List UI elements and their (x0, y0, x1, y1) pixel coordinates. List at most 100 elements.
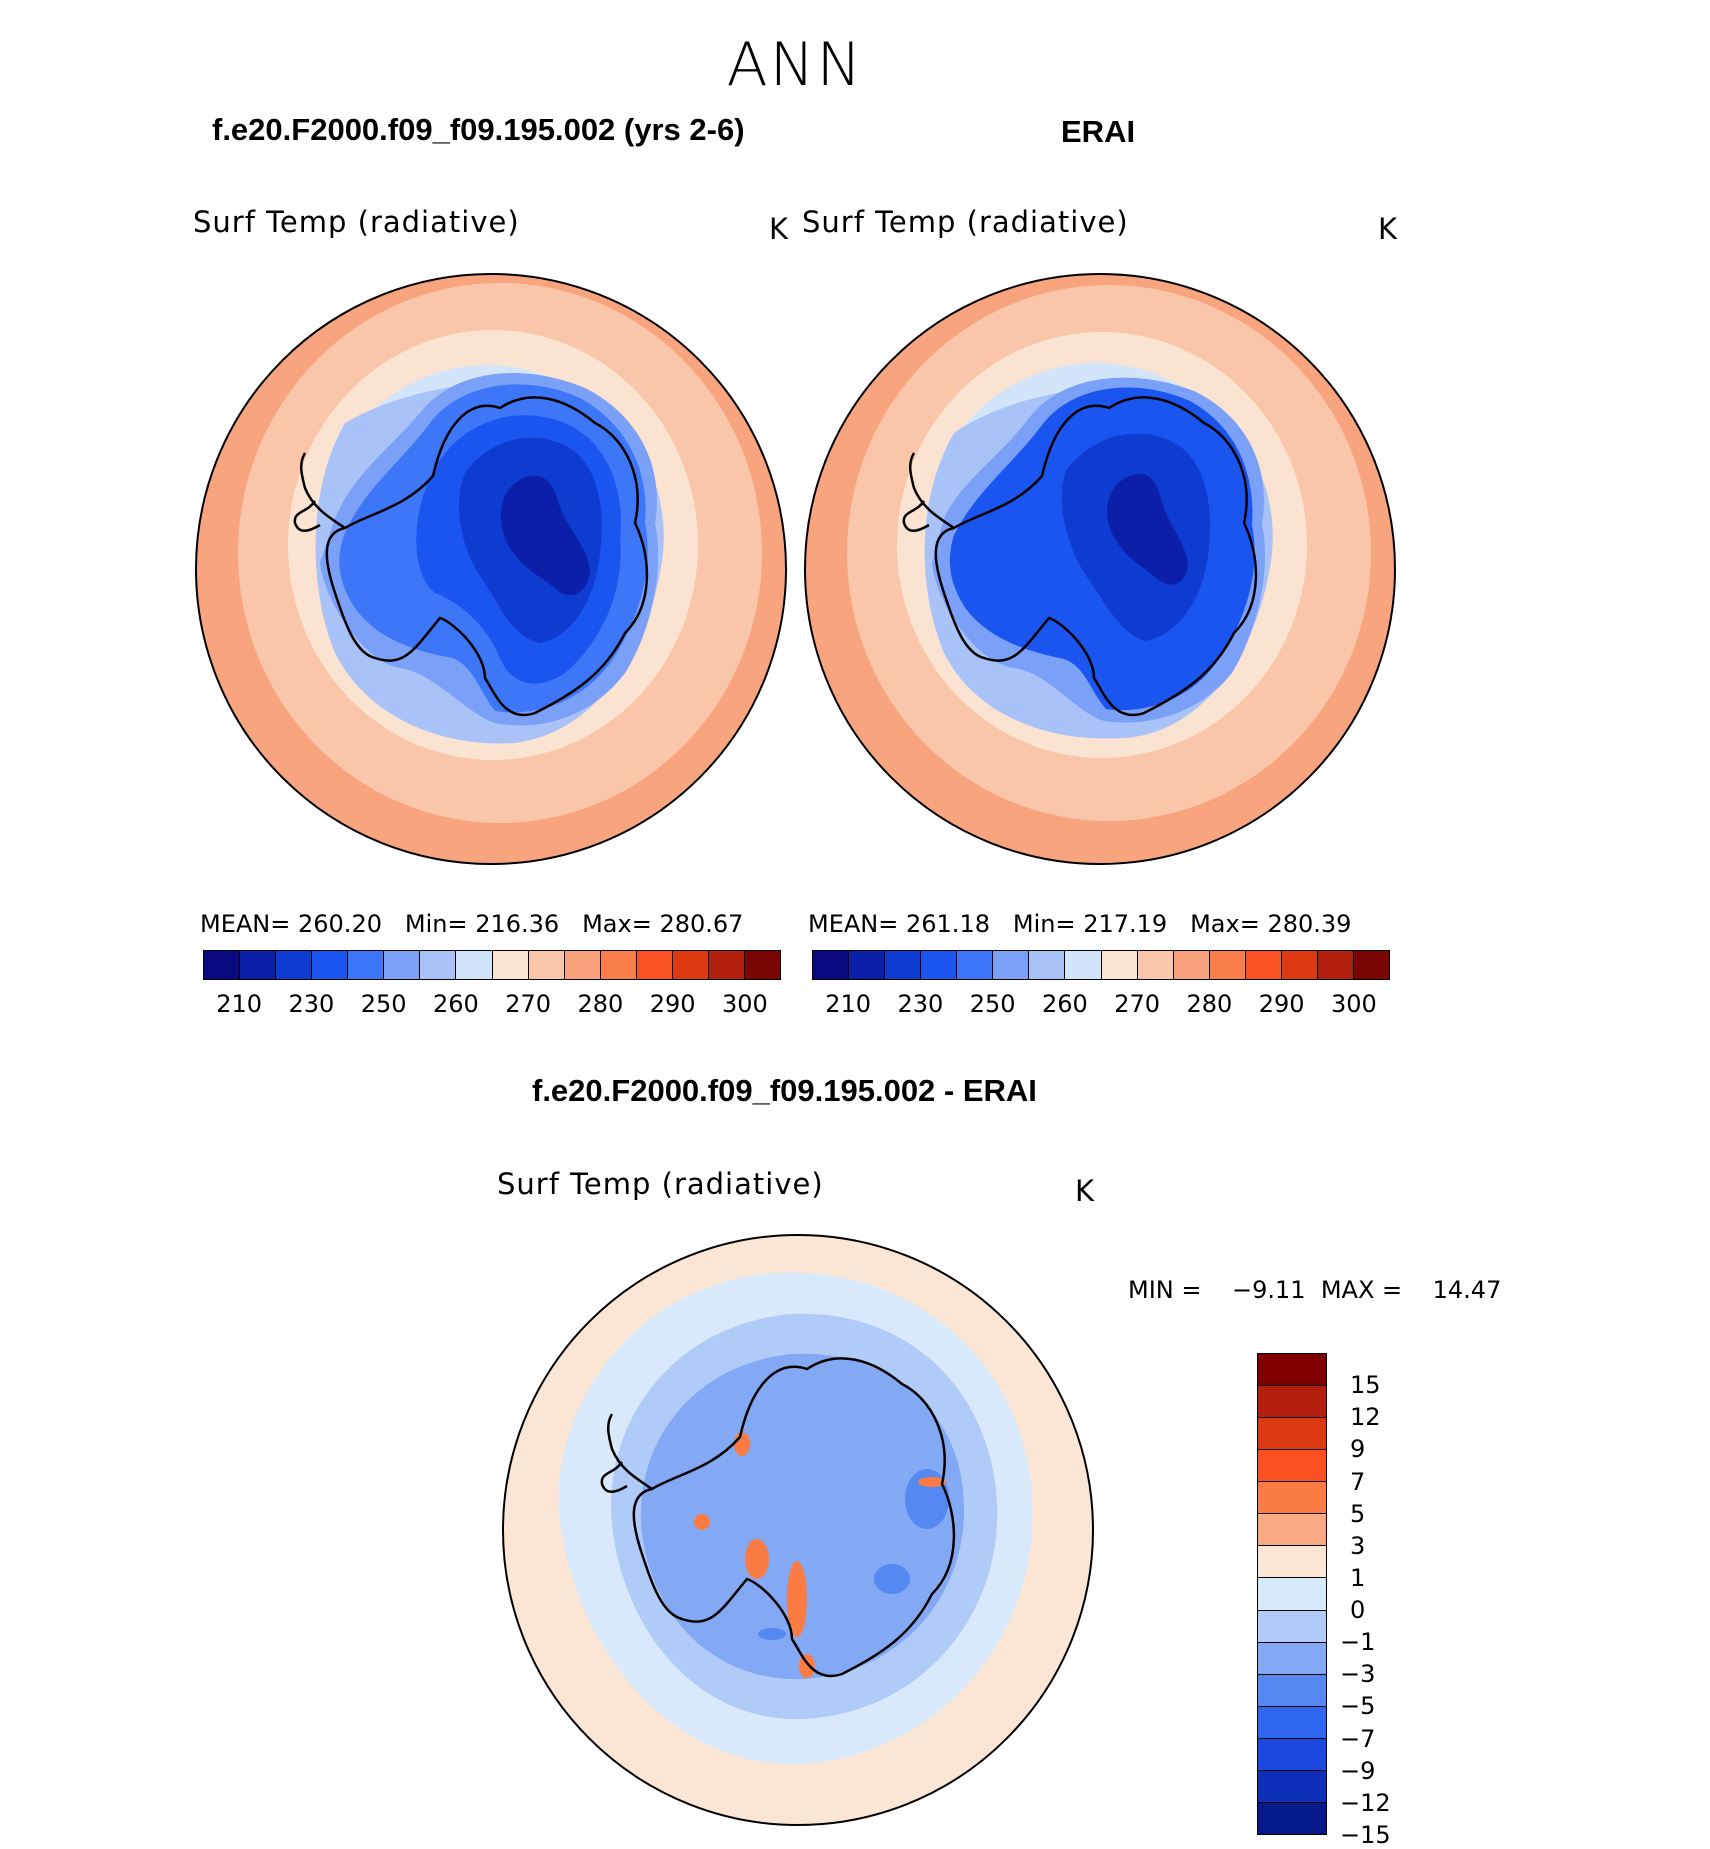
colorbar-swatch (957, 951, 994, 979)
colorbar-swatch (312, 951, 349, 979)
diff-pos-blob-6 (799, 1654, 815, 1678)
map-boundary (502, 1234, 1094, 1826)
map-boundary (195, 273, 787, 865)
colorbar-swatch (1281, 951, 1318, 979)
diff-max-value: 14.47 (1432, 1276, 1502, 1304)
plateau-level-3 (1107, 473, 1188, 585)
colorbar-swatch (1317, 951, 1354, 979)
diff-pos-blob-1 (745, 1539, 769, 1579)
colorbar-swatch (1258, 1738, 1326, 1771)
colorbar-swatch (993, 951, 1030, 979)
peninsula-coastline (600, 1413, 653, 1493)
colorbar-tick-label: −3 (1340, 1660, 1376, 1689)
obs-case-title: ERAI (1061, 114, 1136, 149)
colorbar-swatch (885, 951, 922, 979)
colorbar-swatch (384, 951, 421, 979)
colorbar-swatch (1258, 1386, 1326, 1419)
model-stats: MEAN= 260.20 Min= 216.36 Max= 280.67 (200, 910, 743, 938)
diff-min-value: −9.11 (1232, 1276, 1306, 1304)
model-variable-label: Surf Temp (radiative) (193, 205, 520, 239)
colorbar-swatch (1065, 951, 1102, 979)
colorbar-swatch (1258, 1354, 1326, 1387)
colorbar-swatch (1258, 1706, 1326, 1739)
model-mean-value: 260.20 (298, 910, 382, 938)
colorbar-swatch (1173, 951, 1210, 979)
colorbar-swatch (528, 951, 565, 979)
diff-minmax: MIN = −9.11 MAX = 14.47 (1128, 1276, 1501, 1304)
figure-title: ANN (726, 30, 864, 100)
obs-mean-label: MEAN= (808, 910, 899, 938)
model-map (195, 273, 787, 865)
colorbar-tick-label: 290 (1258, 990, 1305, 1018)
colorbar-tick-label: 15 (1350, 1371, 1381, 1400)
map-boundary (804, 273, 1396, 865)
colorbar-tick-label: 210 (825, 990, 872, 1018)
colorbar-swatch (1258, 1674, 1326, 1707)
obs-min-label: Min= (1012, 910, 1076, 938)
colorbar-tick-label: 260 (1041, 990, 1088, 1018)
colorbar-swatch (1245, 951, 1282, 979)
colorbar-swatch (813, 951, 850, 979)
colorbar-swatch (672, 951, 709, 979)
colorbar-tick-label: −1 (1340, 1628, 1376, 1657)
colorbar-swatch (1258, 1610, 1326, 1643)
obs-units-label: K (1378, 212, 1399, 246)
colorbar-swatch (1258, 1514, 1326, 1547)
colorbar-tick-label: 260 (432, 990, 479, 1018)
model-min-value: 216.36 (475, 910, 560, 938)
colorbar-swatch (1258, 1802, 1326, 1834)
diff-pos-blob-4 (918, 1477, 946, 1487)
antarctica-coastline (632, 1357, 956, 1678)
colorbar-tick-label: −7 (1340, 1724, 1376, 1753)
colorbar-tick-label: 9 (1350, 1435, 1366, 1464)
colorbar-tick-label: 1 (1350, 1563, 1366, 1592)
colorbar-tick-label: 0 (1350, 1596, 1366, 1625)
obs-max-label: Max= (1190, 910, 1260, 938)
colorbar-swatch (276, 951, 313, 979)
colorbar-swatch (348, 951, 385, 979)
peninsula-coastline (902, 452, 955, 532)
colorbar-swatch (420, 951, 457, 979)
colorbar-tick-label: 7 (1350, 1467, 1366, 1496)
colorbar-tick-label: 250 (360, 990, 407, 1018)
colorbar-tick-label: 300 (721, 990, 768, 1018)
obs-variable-label: Surf Temp (radiative) (802, 205, 1129, 239)
colorbar-swatch (204, 951, 241, 979)
diff-case-title: f.e20.F2000.f09_f09.195.002 - ERAI (532, 1073, 1037, 1108)
colorbar-tick-label: 210 (216, 990, 263, 1018)
colorbar-swatch (1258, 1578, 1326, 1611)
obs-max-value: 280.39 (1267, 910, 1352, 938)
diff-pos-blob-5 (694, 1514, 710, 1530)
colorbar-tick-label: 250 (969, 990, 1016, 1018)
colorbar-tick-label: 230 (897, 990, 944, 1018)
colorbar-swatch (1353, 951, 1389, 979)
model-units-label: K (769, 212, 790, 246)
colorbar-swatch (849, 951, 886, 979)
colorbar-tick-label: 280 (1186, 990, 1233, 1018)
plateau-level-4 (500, 475, 590, 596)
model-min-label: Min= (404, 910, 468, 938)
colorbar-swatch (456, 951, 493, 979)
colorbar-tick-label: 270 (505, 990, 552, 1018)
colorbar-swatch (1258, 1546, 1326, 1579)
diff-map (502, 1234, 1094, 1826)
colorbar-swatch (1101, 951, 1138, 979)
model-max-value: 280.67 (659, 910, 744, 938)
diff-neg4-blob-3 (758, 1628, 786, 1640)
colorbar-swatch (744, 951, 780, 979)
colorbar-swatch (1258, 1418, 1326, 1451)
model-case-title: f.e20.F2000.f09_f09.195.002 (yrs 2-6) (212, 112, 745, 147)
diff-units-label: K (1075, 1174, 1096, 1208)
colorbar-swatch (1258, 1770, 1326, 1803)
colorbar-swatch (1029, 951, 1066, 979)
colorbar-tick-label: 290 (649, 990, 696, 1018)
colorbar-swatch (1258, 1642, 1326, 1675)
colorbar-swatch (1258, 1482, 1326, 1515)
diff-min-label: MIN = (1128, 1276, 1202, 1304)
colorbar-swatch (492, 951, 529, 979)
colorbar-tick-label: 300 (1330, 990, 1377, 1018)
colorbar-swatch (564, 951, 601, 979)
model-max-label: Max= (582, 910, 652, 938)
colorbar-tick-label: 5 (1350, 1499, 1366, 1528)
diff-neg4-blob-2 (874, 1564, 910, 1594)
